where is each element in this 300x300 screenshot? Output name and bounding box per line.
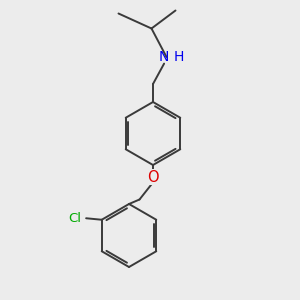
- Text: O: O: [147, 169, 159, 184]
- Text: H: H: [174, 50, 184, 64]
- Text: Cl: Cl: [68, 212, 81, 225]
- Text: N: N: [159, 50, 169, 64]
